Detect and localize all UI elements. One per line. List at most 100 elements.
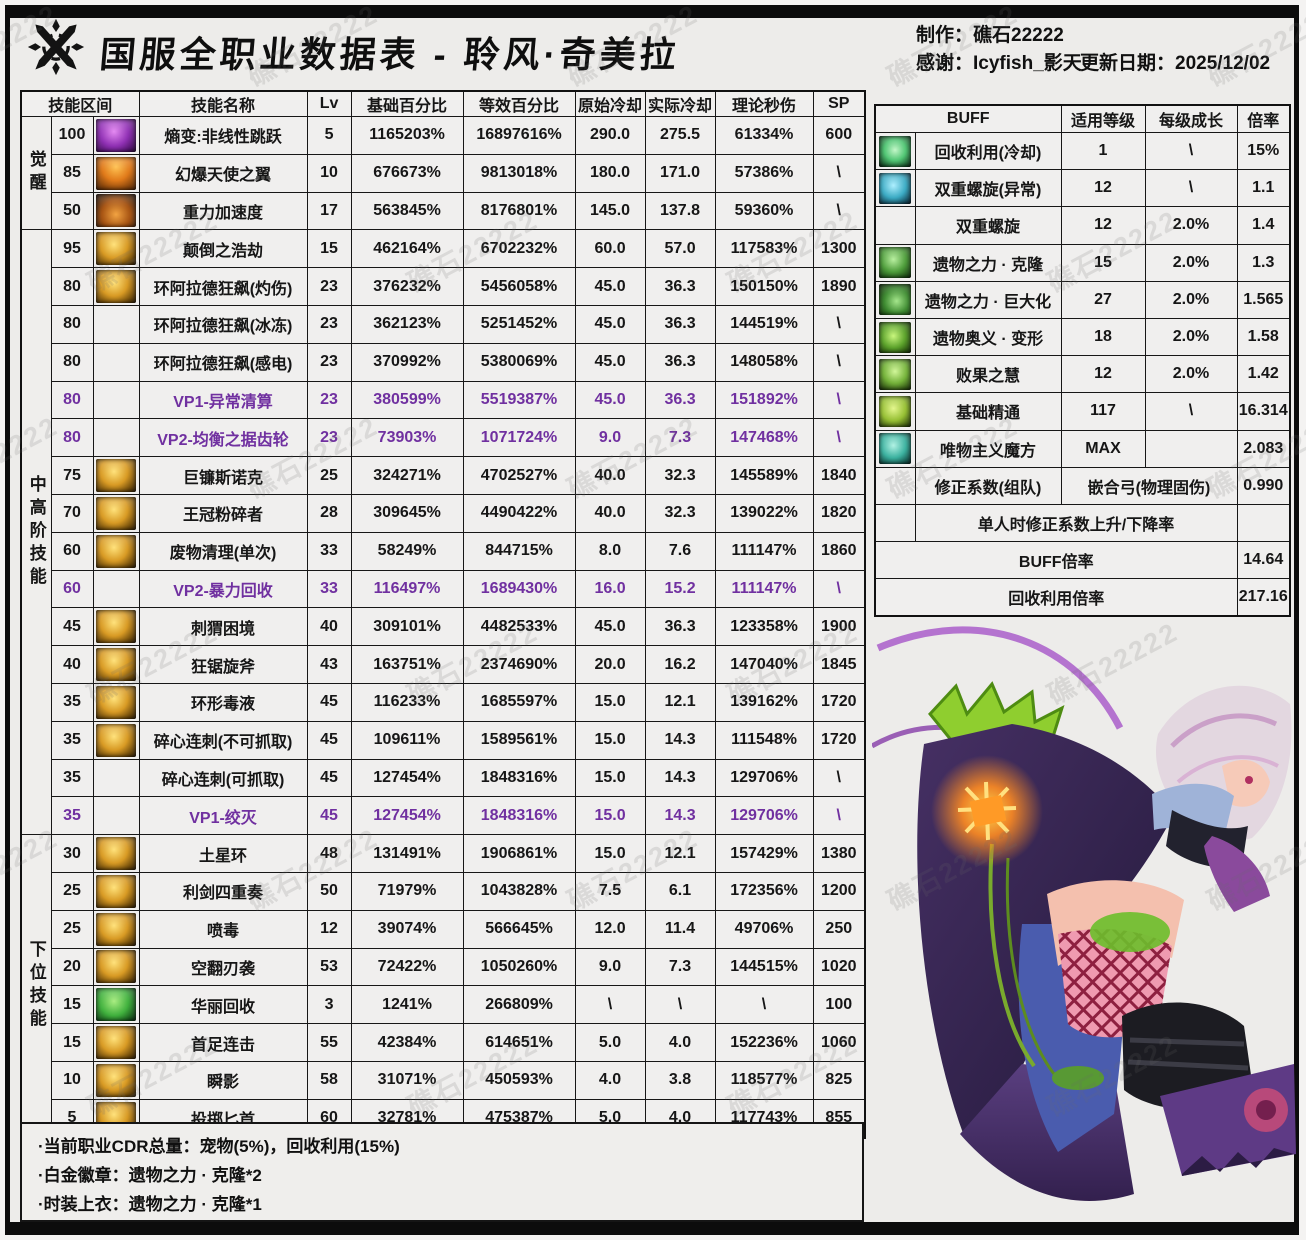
skill-col-header: 等效百分比 bbox=[462, 90, 576, 117]
buff-icon bbox=[879, 247, 912, 279]
skill-sp: 1900 bbox=[812, 607, 866, 647]
skill-lv: 5 bbox=[306, 116, 352, 155]
skill-range: 20 bbox=[50, 947, 94, 987]
skill-table-header: 技能区间 技能名称 Lv 基础百分比 等效百分比 原始冷却 实际冷却 理论秒伤 SP bbox=[20, 90, 866, 117]
skill-sp: 1060 bbox=[812, 1023, 866, 1062]
skill-icon-cell bbox=[92, 834, 140, 873]
skill-equiv-pct: 844715% bbox=[462, 531, 576, 571]
buff-rate: 1.42 bbox=[1236, 355, 1291, 394]
skill-base-pct: 72422% bbox=[350, 947, 464, 987]
skill-row: 40 狂锯旋斧 43 163751% 2374690% 20.0 16.2 147040% 18… bbox=[21, 645, 866, 684]
skill-cd-real: 36.3 bbox=[644, 304, 716, 344]
skill-row: 35 碎心连刺(可抓取) 45 127454% 1848316% 15.0 14.3 1297… bbox=[21, 758, 866, 798]
skill-col-header: Lv bbox=[306, 90, 352, 117]
buff-name: 修正系数(组队) bbox=[914, 466, 1062, 505]
skill-dps: \ bbox=[714, 985, 814, 1025]
skill-icon bbox=[96, 270, 137, 304]
skill-name: 利剑四重奏 bbox=[138, 871, 308, 911]
skill-row: 50 重力加速度 17 563845% 8176801% 145.0 137.8 59360%… bbox=[21, 191, 866, 231]
skill-name: 华丽回收 bbox=[138, 985, 308, 1025]
buff-level: 12 bbox=[1060, 355, 1146, 394]
skill-base-pct: 324271% bbox=[350, 456, 464, 495]
skill-dps: 49706% bbox=[714, 909, 814, 949]
skill-base-pct: 42384% bbox=[350, 1023, 464, 1062]
skill-icon-cell bbox=[92, 531, 140, 571]
buff-rate: 0.990 bbox=[1236, 466, 1291, 505]
skill-row: 45 刺猬困境 40 309101% 4482533% 45.0 36.3 123358% 19… bbox=[21, 607, 866, 647]
skill-equiv-pct: 2374690% bbox=[462, 645, 576, 684]
buff-level: 117 bbox=[1060, 392, 1146, 431]
skill-base-pct: 309101% bbox=[350, 607, 464, 647]
skill-icon-cell bbox=[92, 758, 140, 798]
thanks-credit: 感谢：Icyfish_影天 bbox=[916, 53, 1082, 74]
buff-row: 唯物主义魔方 MAX 2.083 bbox=[874, 429, 1291, 468]
skill-cd-raw: 16.0 bbox=[574, 569, 646, 609]
skill-name: VP1-异常清算 bbox=[138, 380, 308, 420]
maker-credit: 制作：礁石22222 bbox=[916, 25, 1064, 46]
skill-row: 70 王冠粉碎者 28 309645% 4490422% 40.0 32.3 139022% 1… bbox=[21, 493, 866, 533]
buff-level: 15 bbox=[1060, 243, 1146, 282]
skill-cd-raw: 15.0 bbox=[574, 720, 646, 760]
skill-cd-raw: 45.0 bbox=[574, 267, 646, 306]
buff-growth: 2.0% bbox=[1144, 317, 1238, 357]
skill-base-pct: 109611% bbox=[350, 720, 464, 760]
skill-cd-real: 14.3 bbox=[644, 758, 716, 798]
skill-cd-real: 36.3 bbox=[644, 380, 716, 420]
skill-equiv-pct: 8176801% bbox=[462, 191, 576, 231]
skill-equiv-pct: 9813018% bbox=[462, 153, 576, 193]
skill-row: 80 环阿拉德狂飙(灼伤) 23 376232% 5456058% 45.0 36.3 150… bbox=[21, 267, 866, 306]
skill-sp: \ bbox=[812, 191, 866, 231]
skill-name: 巨镰斯诺克 bbox=[138, 456, 308, 495]
skill-base-pct: 376232% bbox=[350, 267, 464, 306]
skill-icon bbox=[96, 685, 137, 719]
skill-row: 10 瞬影 58 31071% 450593% 4.0 3.8 118577% 825 bbox=[21, 1060, 866, 1100]
skill-cd-raw: 45.0 bbox=[574, 342, 646, 382]
buff-name: 败果之慧 bbox=[914, 355, 1062, 394]
skill-cd-real: 171.0 bbox=[644, 153, 716, 193]
skill-icon bbox=[96, 950, 137, 984]
buff-row: 单人时修正系数上升/下降率 bbox=[874, 503, 1291, 543]
skill-name: 王冠粉碎者 bbox=[138, 493, 308, 533]
skill-lv: 48 bbox=[306, 834, 352, 873]
skill-sp: 825 bbox=[812, 1060, 866, 1100]
skill-row: 15 首足连击 55 42384% 614651% 5.0 4.0 152236% 1060 bbox=[21, 1023, 866, 1062]
skill-name: 环阿拉德狂飙(灼伤) bbox=[138, 267, 308, 306]
buff-icon-cell bbox=[874, 392, 916, 431]
skill-dps: 147468% bbox=[714, 418, 814, 458]
skill-icon bbox=[96, 118, 137, 152]
buff-rate: 1.4 bbox=[1236, 206, 1291, 245]
skill-cd-real: 36.3 bbox=[644, 342, 716, 382]
buff-rate: 2.083 bbox=[1236, 429, 1291, 468]
skill-cd-raw: 12.0 bbox=[574, 909, 646, 949]
buff-level: 1 bbox=[1060, 131, 1146, 171]
skill-icon-cell bbox=[92, 569, 140, 609]
skill-cd-real: 57.0 bbox=[644, 229, 716, 269]
skill-icon bbox=[96, 496, 137, 530]
notes-box: ·当前职业CDR总量：宠物(5%)，回收利用(15%) ·白金徽章：遗物之力 ·… bbox=[20, 1122, 864, 1222]
skill-equiv-pct: 1589561% bbox=[462, 720, 576, 760]
skill-row: 下位技能 30 土星环 48 131491% 1906861% 15.0 12.1 157429… bbox=[20, 834, 866, 1139]
skill-equiv-pct: 1043828% bbox=[462, 871, 576, 911]
skill-icon-cell bbox=[92, 947, 140, 987]
skill-cd-real: 14.3 bbox=[644, 796, 716, 836]
skill-equiv-pct: 5519387% bbox=[462, 380, 576, 420]
skill-cd-real: 7.3 bbox=[644, 418, 716, 458]
skill-lv: 23 bbox=[306, 418, 352, 458]
skill-icon bbox=[96, 723, 137, 757]
skill-dps: 150150% bbox=[714, 267, 814, 306]
skill-range: 70 bbox=[50, 493, 94, 533]
skill-icon bbox=[96, 610, 137, 644]
skill-row: 觉醒 100 熵变:非线性跳跃 5 1165203% 16897616% 290.0 275.… bbox=[20, 115, 866, 231]
skill-sp: \ bbox=[812, 796, 866, 836]
skill-cd-raw: 9.0 bbox=[574, 947, 646, 987]
buff-icon-cell bbox=[874, 280, 916, 319]
skill-sp: 1845 bbox=[812, 645, 866, 684]
buff-icon bbox=[879, 358, 912, 390]
skill-name: 瞬影 bbox=[138, 1060, 308, 1100]
skill-base-pct: 31071% bbox=[350, 1060, 464, 1100]
skill-dps: 111147% bbox=[714, 531, 814, 571]
skill-lv: 23 bbox=[306, 304, 352, 344]
skill-name: 废物清理(单次) bbox=[138, 531, 308, 571]
skill-cd-raw: 40.0 bbox=[574, 456, 646, 495]
